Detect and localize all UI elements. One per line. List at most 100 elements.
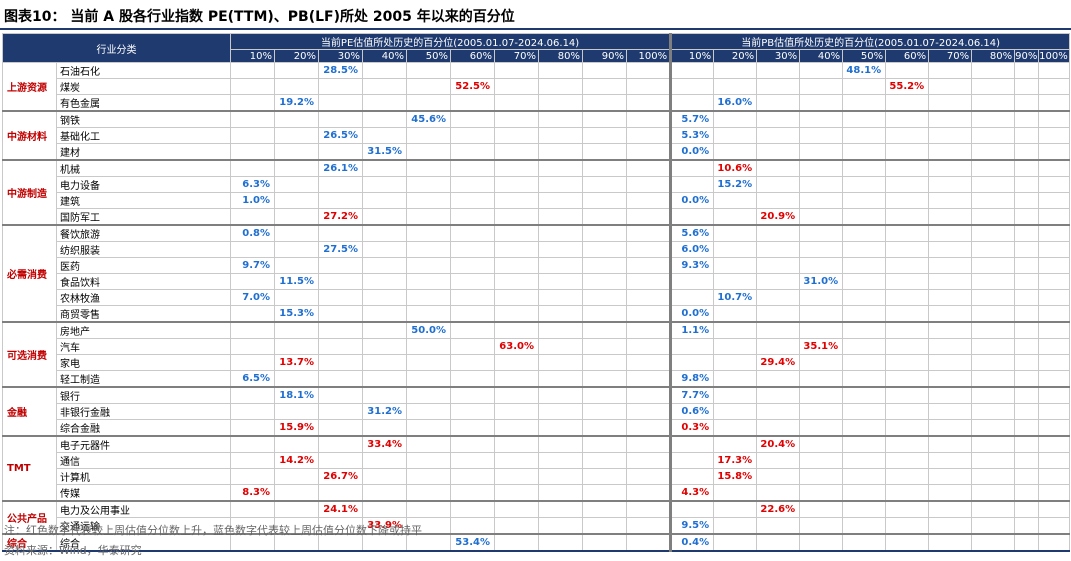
pb-empty-cell <box>799 289 844 306</box>
header-pb-title: 当前PB估值所处历史的百分位(2005.01.07-2024.06.14) <box>669 33 1071 50</box>
pb-empty-cell <box>971 241 1016 258</box>
pb-percentile-value: 0.4% <box>669 533 715 552</box>
table-row: TMT 电子元器件 33.4% 20.4% <box>2 435 1071 502</box>
pb-empty-cell <box>1014 208 1040 226</box>
pe-empty-cell <box>406 403 451 420</box>
pe-empty-cell <box>494 257 539 274</box>
pe-empty-cell <box>230 321 275 339</box>
pe-empty-cell <box>406 354 451 371</box>
pe-empty-cell <box>582 386 627 404</box>
pb-empty-cell <box>885 435 930 453</box>
pe-empty-cell <box>538 224 583 242</box>
pe-empty-cell <box>625 241 672 258</box>
pe-empty-cell <box>582 419 627 437</box>
industry-name: 基础化工 <box>56 127 231 144</box>
pb-empty-cell <box>1014 143 1040 161</box>
pb-empty-cell <box>799 208 844 226</box>
pb-empty-cell <box>799 159 844 177</box>
figure-title: 图表10： 当前 A 股各行业指数 PE(TTM)、PB(LF)所处 2005 … <box>4 9 515 25</box>
pe-empty-cell <box>318 354 363 371</box>
table-row: 非银行金融 31.2% 0.6% <box>3 403 1071 420</box>
pe-empty-cell <box>362 176 407 193</box>
pe-empty-cell <box>274 289 319 306</box>
pe-empty-cell <box>494 452 539 469</box>
industry-name: 电子元器件 <box>56 435 231 453</box>
pb-empty-cell <box>713 403 758 420</box>
pe-empty-cell <box>450 305 495 323</box>
pe-empty-cell <box>406 127 451 144</box>
pb-empty-cell <box>971 533 1016 552</box>
pb-percentile-value: 5.6% <box>669 224 715 242</box>
pe-percentile-value: 11.5% <box>274 273 319 290</box>
pb-empty-cell <box>1038 159 1071 177</box>
pe-empty-cell <box>406 143 451 161</box>
pe-percentile-value: 7.0% <box>230 289 275 306</box>
pb-empty-cell <box>1014 176 1040 193</box>
pb-empty-cell <box>1038 419 1071 437</box>
pe-percentile-value: 26.7% <box>318 468 363 485</box>
pe-empty-cell <box>538 419 583 437</box>
pb-bin-header: 100% <box>1038 49 1071 63</box>
pb-bin-header: 70% <box>928 49 973 63</box>
pb-empty-cell <box>756 289 801 306</box>
pe-empty-cell <box>450 354 495 371</box>
pe-empty-cell <box>538 159 583 177</box>
pe-empty-cell <box>625 452 672 469</box>
pb-percentile-value: 0.0% <box>669 192 715 209</box>
pe-empty-cell <box>450 338 495 355</box>
category-cell: 中游材料 <box>2 110 57 161</box>
pb-empty-cell <box>885 176 930 193</box>
pb-empty-cell <box>713 241 758 258</box>
pb-bin-header: 90% <box>1014 49 1040 63</box>
pe-empty-cell <box>625 386 672 404</box>
pe-bin-header: 90% <box>582 49 627 63</box>
pb-empty-cell <box>928 517 973 535</box>
pe-empty-cell <box>318 192 363 209</box>
pb-empty-cell <box>842 273 887 290</box>
pe-empty-cell <box>450 403 495 420</box>
pb-empty-cell <box>1038 127 1071 144</box>
pe-empty-cell <box>362 500 407 518</box>
pb-empty-cell <box>928 127 973 144</box>
pe-empty-cell <box>494 435 539 453</box>
pe-empty-cell <box>450 127 495 144</box>
pb-empty-cell <box>1014 305 1040 323</box>
pe-empty-cell <box>318 370 363 388</box>
pb-empty-cell <box>885 127 930 144</box>
industry-name: 餐饮旅游 <box>56 224 231 242</box>
industry-name: 轻工制造 <box>56 370 231 388</box>
pe-percentile-value: 19.2% <box>274 94 319 112</box>
pe-empty-cell <box>625 273 672 290</box>
table-row: 汽车 63.0% 35.1% <box>3 338 1071 355</box>
pb-empty-cell <box>669 435 715 453</box>
pb-percentile-value: 22.6% <box>756 500 801 518</box>
pe-empty-cell <box>625 78 672 95</box>
pb-empty-cell <box>842 484 887 502</box>
pb-empty-cell <box>885 159 930 177</box>
pb-empty-cell <box>713 78 758 95</box>
pe-bin-header: 20% <box>274 49 319 63</box>
pb-empty-cell <box>669 273 715 290</box>
pb-empty-cell <box>1038 321 1071 339</box>
pe-empty-cell <box>494 305 539 323</box>
table-row: 医药 9.7% 9.3% <box>3 257 1071 274</box>
pb-empty-cell <box>971 224 1016 242</box>
pe-percentile-value: 18.1% <box>274 386 319 404</box>
pb-empty-cell <box>1014 94 1040 112</box>
pe-empty-cell <box>450 370 495 388</box>
pb-empty-cell <box>885 241 930 258</box>
pb-empty-cell <box>971 257 1016 274</box>
pb-empty-cell <box>842 403 887 420</box>
pb-empty-cell <box>885 224 930 242</box>
pe-empty-cell <box>494 419 539 437</box>
pb-percentile-value: 5.3% <box>669 127 715 144</box>
pb-empty-cell <box>756 176 801 193</box>
pb-empty-cell <box>842 517 887 535</box>
pb-empty-cell <box>799 143 844 161</box>
pb-empty-cell <box>885 452 930 469</box>
pe-empty-cell <box>274 208 319 226</box>
pe-empty-cell <box>538 94 583 112</box>
pb-empty-cell <box>842 224 887 242</box>
pe-empty-cell <box>318 419 363 437</box>
pe-empty-cell <box>274 62 319 79</box>
